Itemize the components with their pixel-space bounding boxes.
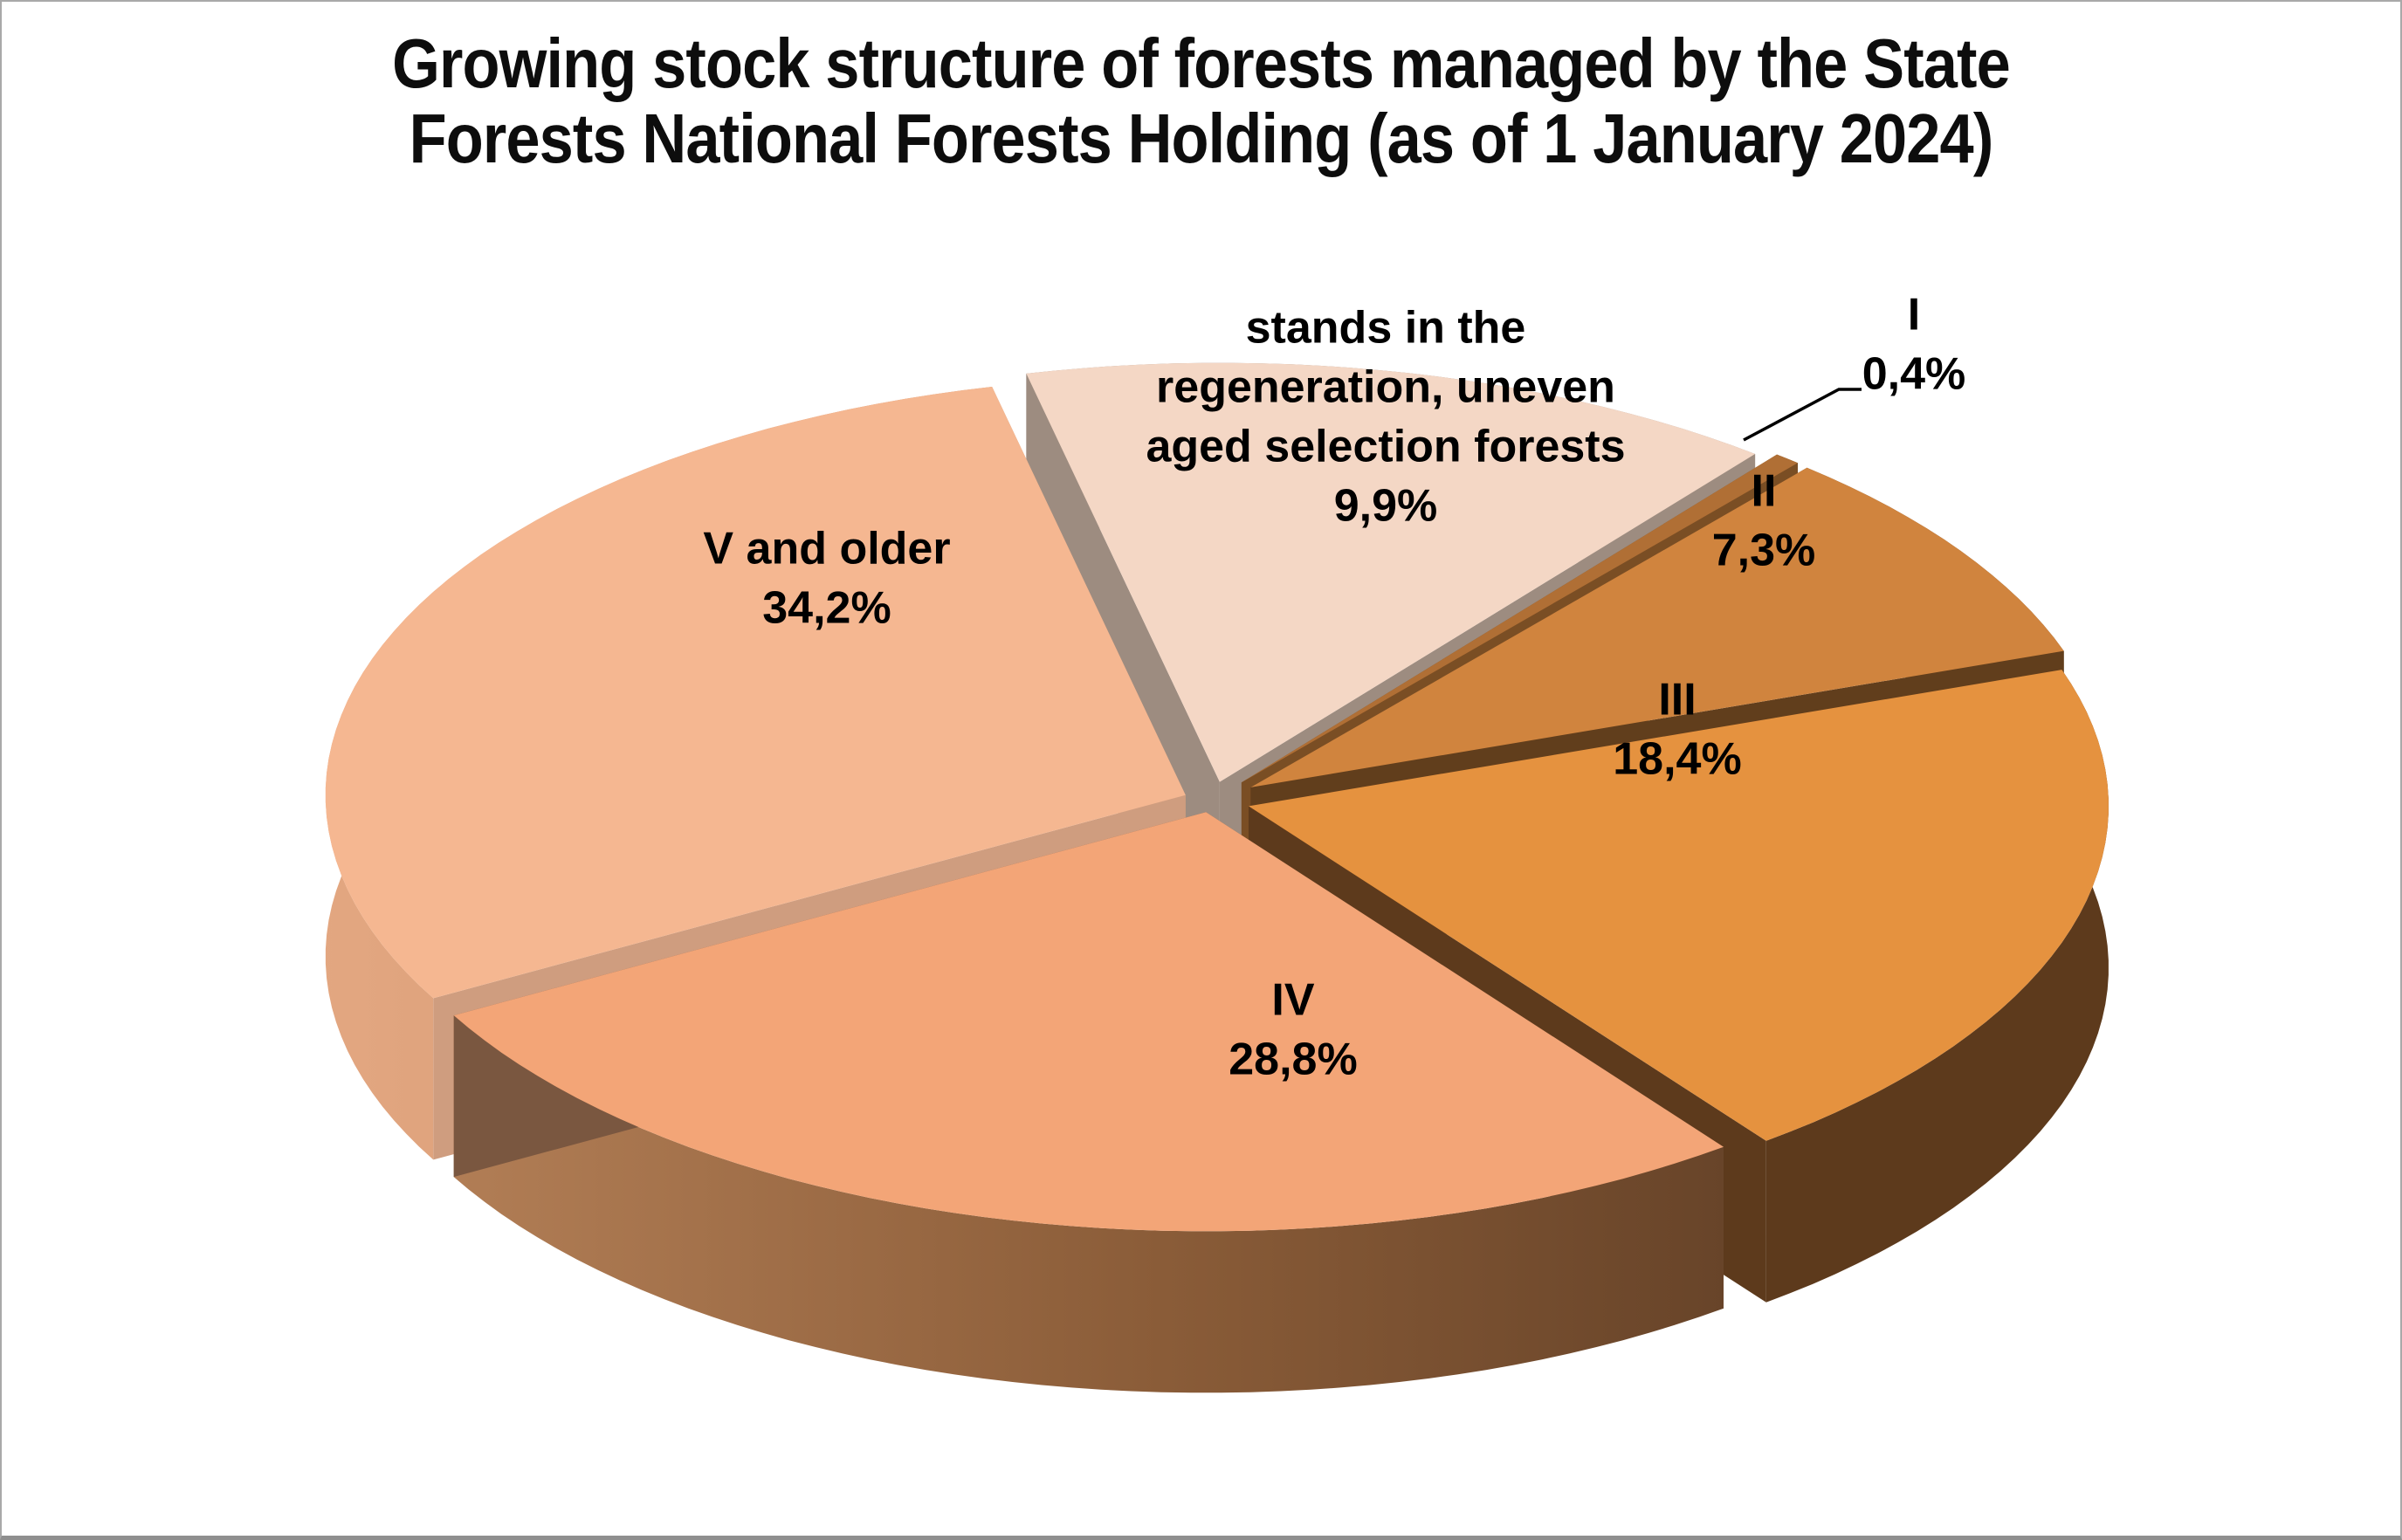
slice-rim-wall-class-iv xyxy=(453,1015,1724,1393)
slice-value-label-class-ii: 7,3% xyxy=(1712,526,1816,576)
pie-slice-class-v-and-older xyxy=(325,387,1186,999)
slice-label-regeneration-stands: aged selection forests xyxy=(1146,422,1625,472)
slice-rim-wall-class-iii xyxy=(1765,670,2109,1303)
pie-slice-class-ii xyxy=(1250,467,2064,787)
slice-label-class-ii: II xyxy=(1752,466,1777,517)
slice-value-label-regeneration-stands: 9,9% xyxy=(1334,481,1438,532)
slice-label-class-v-and-older: V and older xyxy=(703,524,950,574)
slice-value-label-class-i: 0,4% xyxy=(1862,349,1966,400)
chart-title-line-1: Growing stock structure of forests manag… xyxy=(392,24,2011,102)
slice-value-label-class-iii: 18,4% xyxy=(1613,734,1741,785)
slice-label-class-i: I xyxy=(1908,290,1920,340)
pie-slice-class-i xyxy=(1241,454,1798,783)
pie-slice-class-iii xyxy=(1249,670,2109,1141)
pie-slice-class-iv xyxy=(453,812,1724,1232)
slice-value-label-class-iv: 28,8% xyxy=(1229,1035,1357,1085)
chart-title-line-2: Forests National Forests Holding (as of … xyxy=(409,99,1994,177)
pie-slice-regeneration-stands xyxy=(1026,362,1756,782)
slice-label-regeneration-stands: stands in the xyxy=(1246,303,1526,354)
slice-label-regeneration-stands: regeneration, uneven xyxy=(1156,362,1615,413)
slice-label-class-iv: IV xyxy=(1271,975,1314,1026)
leader-line-class-i xyxy=(1743,388,1862,442)
slice-label-class-iii: III xyxy=(1658,675,1696,725)
slice-value-label-class-v-and-older: 34,2% xyxy=(762,583,891,634)
chart-title: Growing stock structure of forests manag… xyxy=(146,26,2256,175)
